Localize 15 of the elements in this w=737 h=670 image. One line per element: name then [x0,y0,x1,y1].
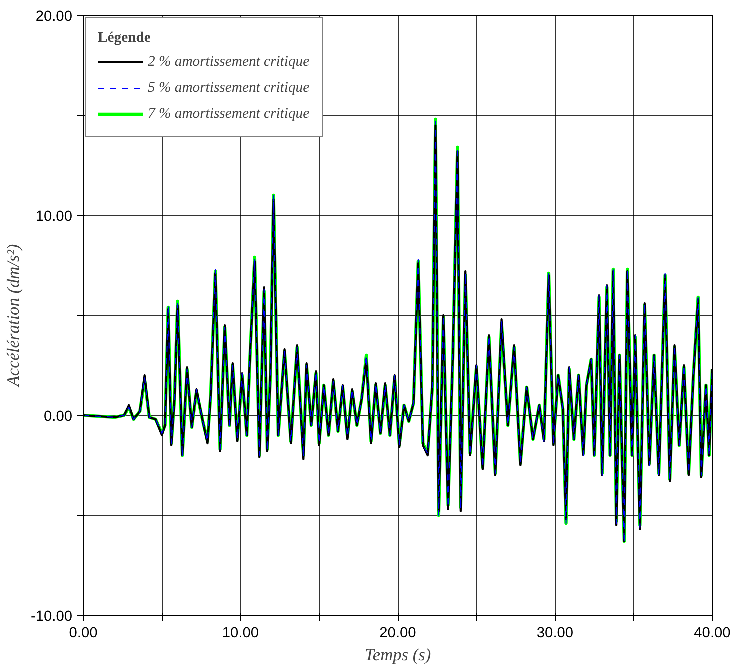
legend-label: 7 % amortissement critique [148,106,310,122]
y-tick-label: -10.00 [30,609,73,625]
x-axis-title: Temps (s) [364,646,432,664]
legend-label: 2 % amortissement critique [148,54,310,70]
legend-title: Légende [98,30,152,47]
y-tick-label: 20.00 [36,9,73,25]
y-tick-label: 0.00 [44,409,73,425]
x-tick-label: 10.00 [222,626,260,642]
y-tick-label: 10.00 [36,209,73,225]
x-tick-label: 0.00 [69,626,98,642]
x-tick-label: 30.00 [536,626,574,642]
y-axis-title: Accélération (dm/s²) [4,244,23,388]
legend-label: 5 % amortissement critique [148,80,310,96]
x-tick-label: 20.00 [380,626,416,642]
x-tick-label: 40.00 [694,626,731,642]
